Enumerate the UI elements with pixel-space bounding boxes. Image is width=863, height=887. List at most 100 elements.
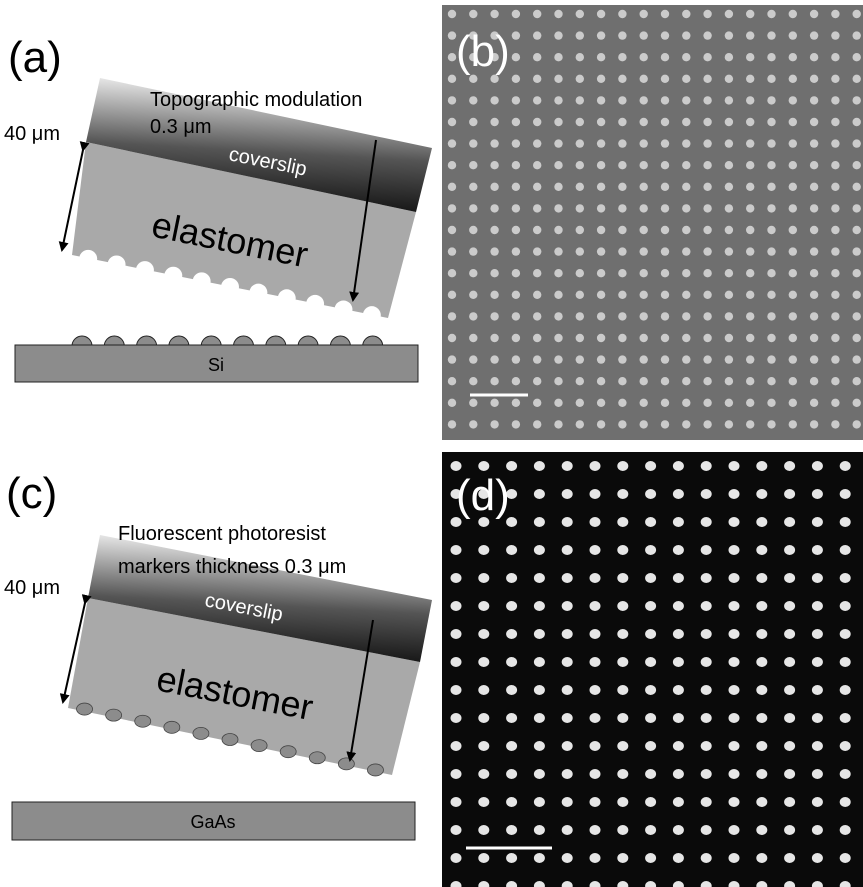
dot	[784, 489, 795, 499]
dot	[597, 247, 605, 255]
dot	[562, 545, 573, 555]
dot	[478, 853, 489, 863]
dot	[618, 291, 626, 299]
panel-b: (b)	[442, 5, 863, 440]
dot	[767, 377, 775, 385]
dot	[448, 355, 456, 363]
dot	[597, 399, 605, 407]
dot	[490, 420, 498, 428]
scallop	[164, 267, 182, 285]
dot	[617, 769, 628, 779]
dot	[682, 247, 690, 255]
dot	[618, 31, 626, 39]
dot	[725, 334, 733, 342]
dot	[701, 853, 712, 863]
dot	[490, 334, 498, 342]
dot	[554, 399, 562, 407]
dot	[533, 31, 541, 39]
dot	[512, 334, 520, 342]
dot	[853, 377, 861, 385]
dot	[640, 31, 648, 39]
scallop	[306, 295, 324, 313]
dot	[512, 31, 520, 39]
dot	[767, 355, 775, 363]
dot	[478, 573, 489, 583]
dot	[746, 312, 754, 320]
dot	[789, 226, 797, 234]
dot	[703, 161, 711, 169]
marker	[367, 764, 383, 776]
panel-d: (d)	[442, 452, 863, 887]
dot	[478, 769, 489, 779]
dot	[469, 334, 477, 342]
dot	[810, 183, 818, 191]
dot	[810, 53, 818, 61]
dot	[725, 312, 733, 320]
dot	[590, 657, 601, 667]
dot	[703, 96, 711, 104]
dot	[490, 204, 498, 212]
dot	[640, 139, 648, 147]
dot	[789, 334, 797, 342]
dot	[789, 183, 797, 191]
dot	[618, 399, 626, 407]
dot	[490, 226, 498, 234]
dot	[767, 118, 775, 126]
dot	[725, 183, 733, 191]
dot	[597, 269, 605, 277]
dot	[810, 226, 818, 234]
dot	[746, 355, 754, 363]
dot	[784, 685, 795, 695]
dot	[840, 489, 851, 499]
dot	[576, 355, 584, 363]
dot	[746, 10, 754, 18]
dot	[840, 545, 851, 555]
dot	[767, 291, 775, 299]
dot	[661, 96, 669, 104]
dot	[469, 399, 477, 407]
dot	[701, 517, 712, 527]
dot	[725, 10, 733, 18]
dot	[756, 741, 767, 751]
dot	[729, 601, 740, 611]
dot	[729, 517, 740, 527]
panel-label: (d)	[456, 471, 510, 520]
dot	[682, 269, 690, 277]
dot	[562, 657, 573, 667]
dot	[682, 161, 690, 169]
dot	[576, 96, 584, 104]
dot	[831, 204, 839, 212]
dot	[746, 53, 754, 61]
dot	[789, 355, 797, 363]
dot	[576, 139, 584, 147]
dot	[831, 75, 839, 83]
dot	[448, 420, 456, 428]
dot	[673, 713, 684, 723]
dot	[576, 334, 584, 342]
dot	[840, 573, 851, 583]
dot	[618, 204, 626, 212]
dot	[853, 291, 861, 299]
dot	[756, 853, 767, 863]
dot	[490, 355, 498, 363]
dot	[534, 825, 545, 835]
dot	[673, 461, 684, 471]
dot	[576, 377, 584, 385]
dot	[789, 53, 797, 61]
dot	[618, 226, 626, 234]
dot	[597, 118, 605, 126]
dot	[533, 312, 541, 320]
dot	[451, 685, 462, 695]
dot	[831, 334, 839, 342]
dot	[756, 713, 767, 723]
dot	[590, 489, 601, 499]
dot	[810, 399, 818, 407]
dot	[533, 183, 541, 191]
dot	[576, 53, 584, 61]
dot	[682, 53, 690, 61]
dot	[597, 420, 605, 428]
dot	[725, 226, 733, 234]
dot	[512, 10, 520, 18]
dot	[562, 461, 573, 471]
dot	[746, 420, 754, 428]
